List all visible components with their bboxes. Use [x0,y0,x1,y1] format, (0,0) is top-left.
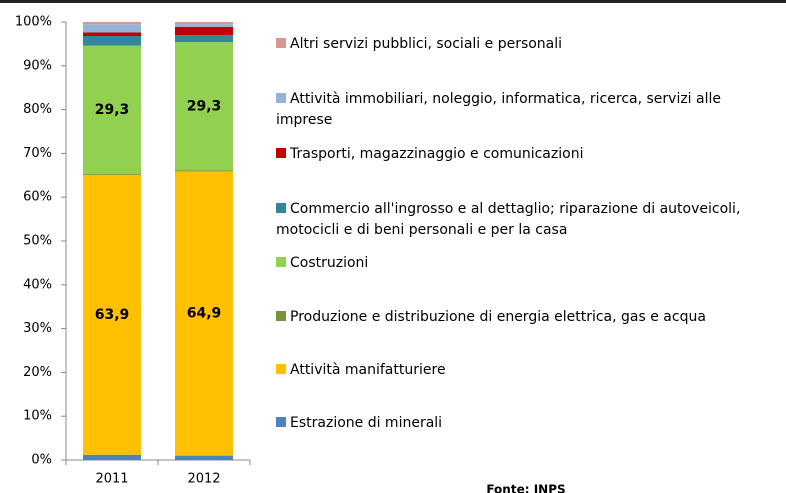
y-tick-label: 60% [23,190,52,205]
legend-item: Produzione e distribuzione di energia el… [276,307,781,328]
legend-label: Attività immobiliari, noleggio, informat… [276,91,721,128]
bar-segment [83,174,141,455]
y-tick-label: 100% [15,15,52,30]
bar-segment [83,24,141,33]
bar-segment [83,36,141,46]
bar-segment [175,171,233,456]
y-tick-label: 20% [23,365,52,380]
legend-swatch [276,148,286,158]
legend-label: Costruzioni [290,255,369,271]
legend-item: Commercio all'ingrosso e al dettaglio; r… [276,199,781,241]
y-tick-label: 0% [31,453,52,468]
legend-item: Attività immobiliari, noleggio, informat… [276,89,781,131]
bar-segment [175,42,233,171]
bar-segment [83,454,141,460]
bar-segment [175,455,233,460]
legend-label: Produzione e distribuzione di energia el… [290,309,706,325]
y-tick-label: 10% [23,409,52,424]
y-tick-label: 50% [23,234,52,249]
top-border [0,0,786,3]
legend-item: Altri servizi pubblici, sociali e person… [276,34,781,55]
legend-swatch [276,417,286,427]
legend-item: Attività manifatturiere [276,360,781,381]
legend-label: Trasporti, magazzinaggio e comunicazioni [290,146,584,162]
x-tick-label: 2011 [95,472,128,487]
legend-swatch [276,311,286,321]
source: Fonte: INPS [486,483,565,493]
bar-segment [83,22,141,25]
legend-swatch [276,203,286,213]
bar-segment [175,35,233,43]
bar-segment [83,173,141,175]
legend-item: Trasporti, magazzinaggio e comunicazioni [276,144,781,165]
y-tick-label: 90% [23,58,52,73]
data-label: 64,9 [187,305,222,321]
bar-segment [83,32,141,37]
y-tick-label: 80% [23,102,52,117]
legend-label: Altri servizi pubblici, sociali e person… [290,36,563,52]
legend-label: Estrazione di minerali [290,415,443,431]
legend-swatch [276,93,286,103]
legend-swatch [276,364,286,374]
data-label: 29,3 [95,102,130,118]
bar-segment [175,26,233,36]
legend-swatch [276,257,286,267]
y-tick-label: 30% [23,321,52,336]
bar-segment [175,22,233,25]
bar-segment [175,170,233,172]
y-tick-label: 40% [23,277,52,292]
legend-label: Commercio all'ingrosso e al dettaglio; r… [276,201,741,238]
data-label: 29,3 [187,98,222,114]
legend-swatch [276,38,286,48]
legend-item: Estrazione di minerali [276,413,781,434]
legend-item: Costruzioni [276,253,781,274]
data-label: 63,9 [95,307,130,323]
x-tick-label: 2012 [187,472,220,487]
bar-segment [83,45,141,174]
bar-segment [175,24,233,27]
legend-label: Attività manifatturiere [290,362,446,378]
y-tick-label: 70% [23,146,52,161]
